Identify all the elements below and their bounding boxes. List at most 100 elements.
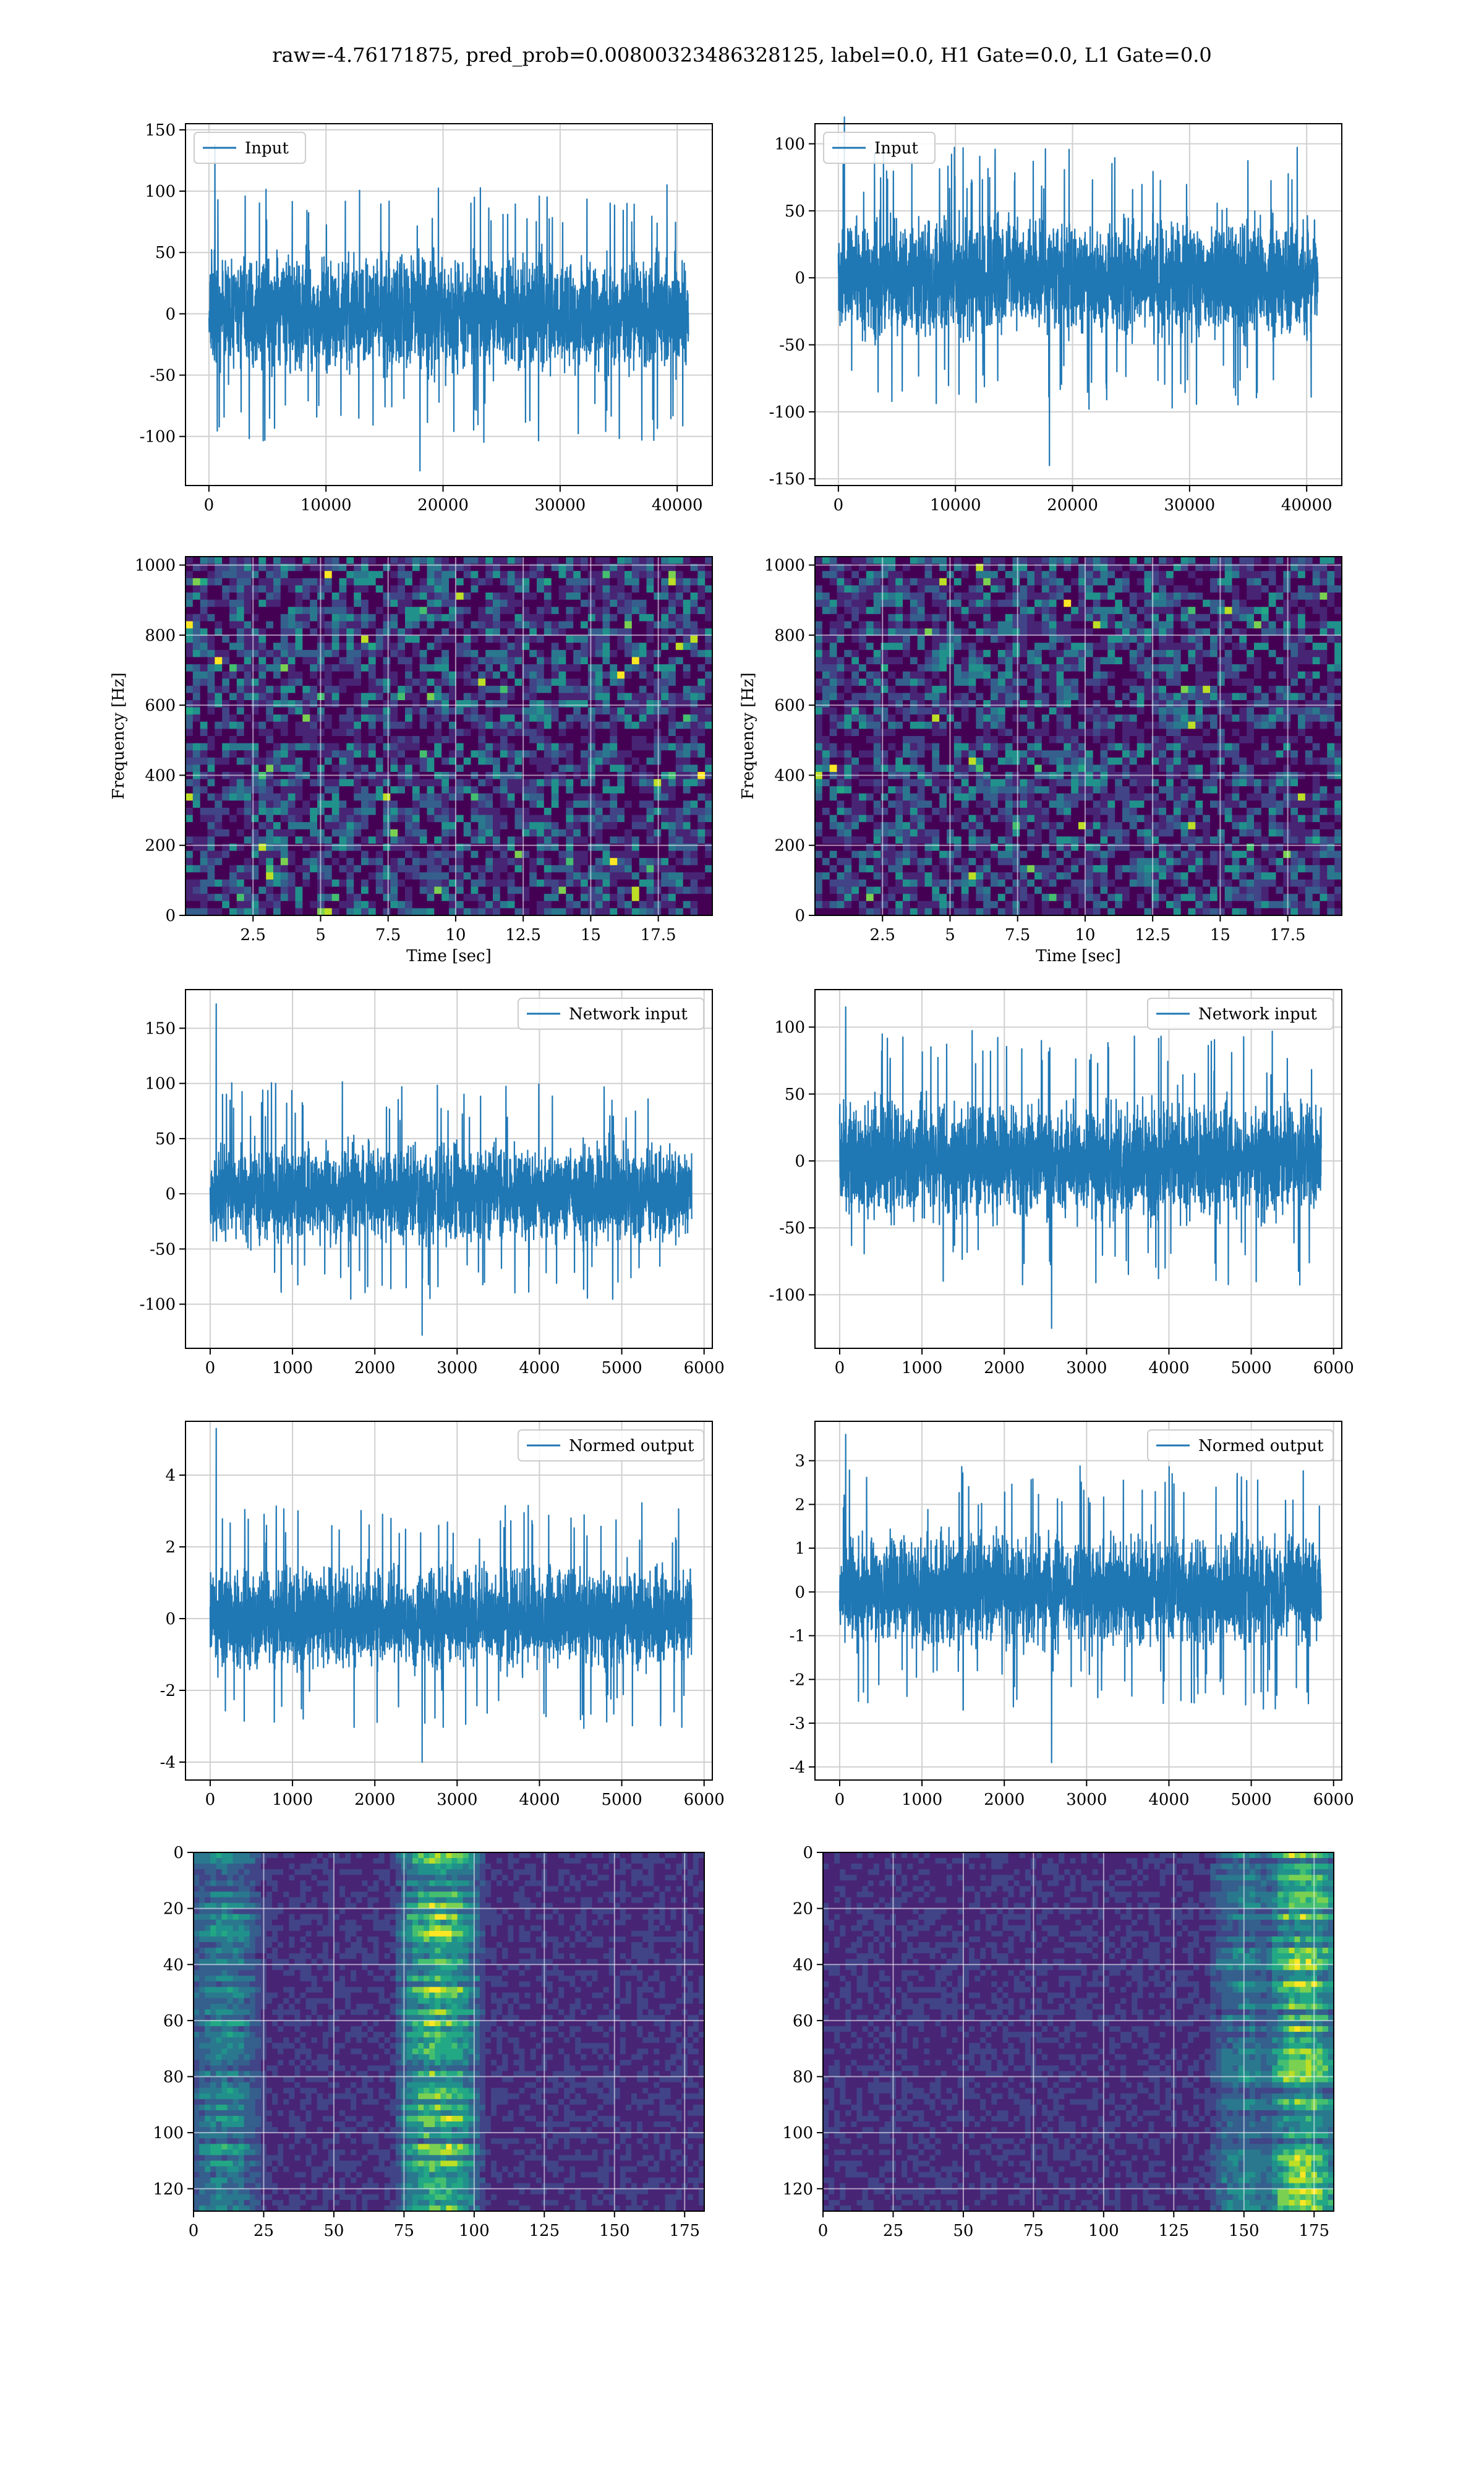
x-tick-label: 30000: [1164, 496, 1216, 515]
y-tick-label: 400: [774, 766, 805, 785]
y-tick-label: 200: [774, 837, 805, 855]
y-tick-label: 40: [793, 1956, 813, 1974]
y-tick-label: 150: [145, 121, 176, 140]
y-tick-label: 600: [145, 696, 176, 715]
x-tick-label: 5000: [601, 1791, 642, 1809]
y-tick-label: 0: [165, 907, 176, 925]
y-tick-label: 50: [785, 1085, 805, 1104]
y-tick-label: 0: [795, 269, 805, 288]
y-tick-label: 80: [163, 2068, 184, 2087]
y-tick-label: 3: [795, 1452, 805, 1471]
y-tick-label: 1000: [764, 557, 805, 575]
x-tick-label: 20000: [417, 496, 469, 515]
x-tick-label: 30000: [535, 496, 586, 515]
spectrogram-cells: [815, 557, 1342, 916]
x-tick-label: 4000: [519, 1359, 560, 1377]
x-tick-label: 4000: [519, 1791, 560, 1809]
x-tick-label: 25: [254, 2222, 274, 2240]
normed-output-right: 0 1000 2000 3000 4000 5000 6000-4-3-2-10123Nor…: [790, 1421, 1354, 1809]
x-tick-label: 10000: [301, 496, 352, 515]
x-tick-label: 6000: [684, 1359, 725, 1377]
x-tick-label: 175: [1298, 2222, 1329, 2240]
y-tick-label: -50: [150, 367, 176, 385]
x-axis: 0 1000 2000 3000 4000 5000 6000: [205, 1780, 725, 1809]
legend-label: Network input: [1198, 1005, 1317, 1024]
x-tick-label: 0: [205, 1791, 216, 1809]
x-axis-label: Time [sec]: [1036, 947, 1121, 965]
x-tick-label: 17.5: [1270, 926, 1306, 944]
x-tick-label: 5000: [1230, 1359, 1271, 1377]
x-tick-label: 175: [669, 2222, 700, 2240]
legend-label: Normed output: [569, 1437, 694, 1455]
x-tick-label: 0: [835, 1359, 845, 1377]
y-tick-label: 100: [782, 2124, 813, 2142]
y-tick-label: 100: [145, 1075, 176, 1094]
y-tick-label: 0: [165, 305, 176, 323]
network-input-left: 0 1000 2000 3000 4000 5000 6000-100-5005010015…: [140, 990, 725, 1377]
y-tick-label: 0: [795, 1152, 805, 1171]
y-tick-label: 150: [145, 1019, 176, 1038]
y-tick-label: 1: [795, 1539, 805, 1558]
x-tick-label: 100: [1088, 2222, 1119, 2240]
figure-suptitle: raw=-4.76171875, pred_prob=0.00800323486…: [272, 43, 1212, 67]
y-axis-label: Frequency [Hz]: [109, 672, 128, 800]
x-tick-label: 17.5: [641, 926, 676, 944]
x-tick-label: 75: [394, 2222, 414, 2240]
x-tick-label: 2000: [354, 1791, 395, 1809]
y-tick-label: 100: [145, 182, 176, 201]
y-tick-label: 120: [153, 2180, 184, 2199]
y-tick-label: 1000: [135, 557, 176, 575]
x-tick-label: 5: [315, 926, 326, 944]
x-tick-label: 3000: [1066, 1791, 1107, 1809]
x-tick-label: 15: [581, 926, 601, 944]
x-tick-label: 40000: [652, 496, 703, 515]
x-tick-label: 0: [189, 2222, 199, 2240]
legend: Normed output: [518, 1430, 704, 1461]
x-tick-label: 1000: [902, 1359, 942, 1377]
x-axis: 0 1000 2000 3000 4000 5000 6000: [835, 1780, 1354, 1809]
x-tick-label: 4000: [1148, 1791, 1189, 1809]
x-tick-label: 7.5: [375, 926, 401, 944]
y-tick-label: 600: [774, 696, 805, 715]
x-tick-label: 0: [835, 1791, 845, 1809]
x-tick-label: 10000: [930, 496, 981, 515]
y-tick-label: 100: [153, 2124, 184, 2142]
x-tick-label: 50: [323, 2222, 344, 2240]
y-axis-label: Frequency [Hz]: [739, 672, 757, 800]
x-tick-label: 0: [204, 496, 215, 515]
x-tick-label: 0: [205, 1359, 216, 1377]
y-tick-label: 200: [145, 837, 176, 855]
x-tick-label: 2000: [984, 1791, 1025, 1809]
y-tick-label: 0: [803, 1844, 813, 1862]
x-tick-label: 1000: [902, 1791, 942, 1809]
x-tick-label: 5000: [601, 1359, 642, 1377]
x-tick-label: 20000: [1047, 496, 1098, 515]
spectrogram-right: 2.5 5 7.5 10 12.5 15 17.502004006008001000Time…: [739, 557, 1342, 965]
y-tick-label: 120: [782, 2180, 813, 2199]
x-tick-label: 12.5: [1135, 926, 1171, 944]
x-tick-label: 10: [445, 926, 466, 944]
y-tick-label: -4: [160, 1753, 176, 1772]
y-tick-label: -50: [779, 1219, 805, 1238]
x-tick-label: 40000: [1281, 496, 1333, 515]
x-axis: 0 10000 20000 30000 40000: [834, 486, 1333, 515]
y-tick-label: 0: [165, 1185, 176, 1204]
y-tick-label: 50: [155, 1130, 176, 1149]
y-tick-label: 0: [165, 1610, 176, 1629]
x-tick-label: 15: [1210, 926, 1230, 944]
x-tick-label: 1000: [272, 1359, 313, 1377]
x-axis: 0 25 50 75 100 125 150 175: [189, 2211, 700, 2240]
legend: Input: [824, 132, 935, 163]
legend-label: Normed output: [1198, 1437, 1324, 1455]
y-tick-label: 50: [785, 202, 805, 221]
y-tick-label: -4: [790, 1758, 805, 1777]
x-tick-label: 3000: [437, 1791, 477, 1809]
y-tick-label: 60: [163, 2012, 184, 2031]
